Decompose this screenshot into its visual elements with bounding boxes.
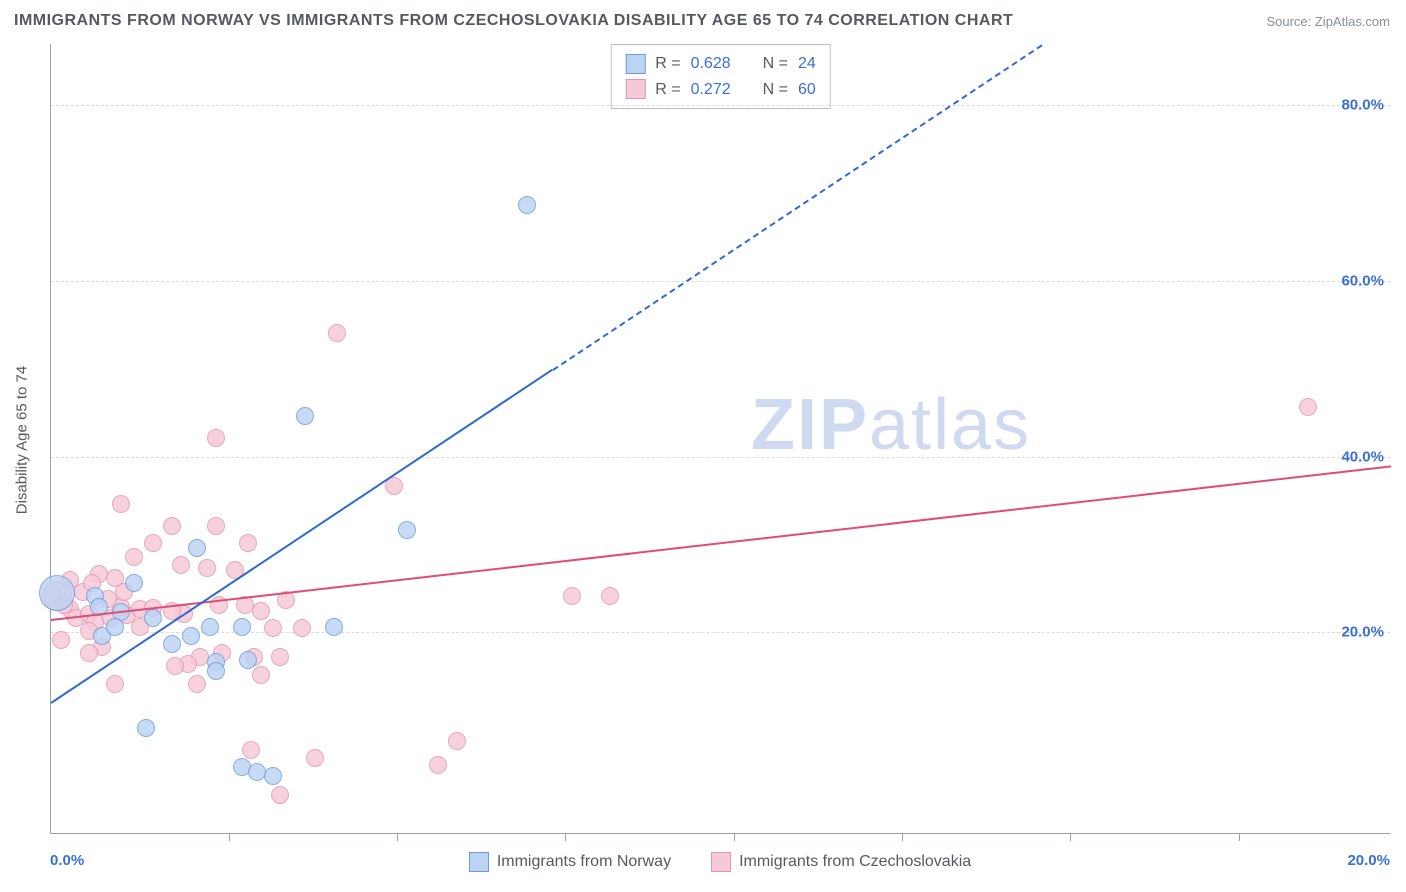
data-point-czech (163, 517, 181, 535)
data-point-norway (188, 539, 206, 557)
data-point-norway (207, 662, 225, 680)
watermark-bold: ZIP (751, 385, 869, 465)
data-point-czech (207, 429, 225, 447)
x-tick-label: 20.0% (1347, 852, 1390, 869)
x-tick (734, 833, 735, 841)
legend-label: Immigrants from Czechoslovakia (739, 853, 971, 871)
legend-label: Immigrants from Norway (497, 853, 671, 871)
r-label: R = (655, 51, 680, 77)
data-point-norway (296, 407, 314, 425)
source-link[interactable]: ZipAtlas.com (1315, 14, 1390, 29)
gridline (51, 457, 1390, 458)
data-point-norway (144, 609, 162, 627)
y-tick-label: 80.0% (1341, 97, 1384, 114)
data-point-norway (264, 767, 282, 785)
data-point-czech (252, 602, 270, 620)
data-point-czech (112, 495, 130, 513)
data-point-norway (182, 627, 200, 645)
data-point-czech (429, 756, 447, 774)
r-value: 0.272 (691, 77, 731, 103)
x-tick (229, 833, 230, 841)
data-point-norway (137, 719, 155, 737)
data-point-czech (1299, 398, 1317, 416)
data-point-norway (239, 651, 257, 669)
y-tick-label: 20.0% (1341, 624, 1384, 641)
x-tick (1239, 833, 1240, 841)
n-label: N = (763, 51, 788, 77)
data-point-norway (248, 763, 266, 781)
y-tick-label: 40.0% (1341, 448, 1384, 465)
source-attribution: Source: ZipAtlas.com (1266, 14, 1390, 29)
correlation-legend: R = 0.628 N = 24 R = 0.272 N = 60 (610, 44, 831, 109)
data-point-czech (207, 517, 225, 535)
legend-item: Immigrants from Czechoslovakia (711, 852, 971, 872)
data-point-czech (80, 644, 98, 662)
data-point-czech (106, 675, 124, 693)
data-point-czech (271, 786, 289, 804)
data-point-czech (144, 534, 162, 552)
data-point-czech (448, 732, 466, 750)
data-point-czech (172, 556, 190, 574)
data-point-norway (398, 521, 416, 539)
n-value: 24 (798, 51, 816, 77)
data-point-czech (271, 648, 289, 666)
data-point-czech (563, 587, 581, 605)
x-tick (565, 833, 566, 841)
legend-swatch (469, 852, 489, 872)
x-tick (397, 833, 398, 841)
x-tick-label: 0.0% (50, 852, 84, 869)
data-point-czech (239, 534, 257, 552)
data-point-norway (106, 618, 124, 636)
data-point-czech (166, 657, 184, 675)
y-axis-label: Disability Age 65 to 74 (14, 366, 31, 514)
data-point-norway (163, 635, 181, 653)
scatter-plot-area: ZIPatlas R = 0.628 N = 24 R = 0.272 N = 60 20.0… (50, 44, 1390, 834)
legend-row: R = 0.272 N = 60 (625, 77, 816, 103)
data-point-norway (201, 618, 219, 636)
n-value: 60 (798, 77, 816, 103)
data-point-czech (601, 587, 619, 605)
r-label: R = (655, 77, 680, 103)
legend-item: Immigrants from Norway (469, 852, 671, 872)
data-point-czech (198, 559, 216, 577)
watermark: ZIPatlas (751, 384, 1031, 466)
gridline (51, 105, 1390, 106)
data-point-czech (328, 324, 346, 342)
data-point-norway (518, 196, 536, 214)
r-value: 0.628 (691, 51, 731, 77)
y-tick-label: 60.0% (1341, 273, 1384, 290)
data-point-czech (52, 631, 70, 649)
data-point-czech (252, 666, 270, 684)
data-point-czech (125, 548, 143, 566)
legend-swatch (625, 79, 645, 99)
n-label: N = (763, 77, 788, 103)
series-legend: Immigrants from Norway Immigrants from Cz… (50, 852, 1390, 872)
data-point-czech (293, 619, 311, 637)
data-point-czech (242, 741, 260, 759)
gridline (51, 632, 1390, 633)
data-point-czech (264, 619, 282, 637)
gridline (51, 281, 1390, 282)
source-label: Source: (1266, 14, 1314, 29)
x-tick (902, 833, 903, 841)
legend-swatch (711, 852, 731, 872)
data-point-norway (325, 618, 343, 636)
data-point-norway (233, 618, 251, 636)
x-tick (1070, 833, 1071, 841)
chart-title: IMMIGRANTS FROM NORWAY VS IMMIGRANTS FRO… (14, 12, 1013, 30)
data-point-czech (306, 749, 324, 767)
data-point-czech (188, 675, 206, 693)
data-point-norway (39, 575, 75, 611)
legend-row: R = 0.628 N = 24 (625, 51, 816, 77)
watermark-light: atlas (869, 385, 1031, 465)
legend-swatch (625, 54, 645, 74)
data-point-norway (125, 574, 143, 592)
